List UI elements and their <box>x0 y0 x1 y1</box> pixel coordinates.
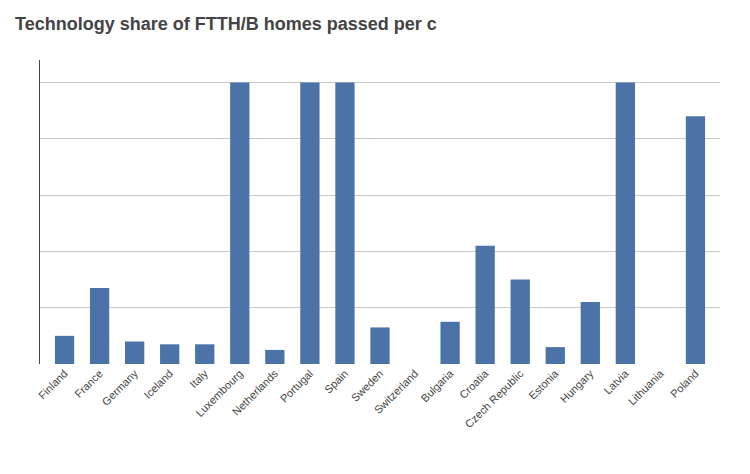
svg-text:Technology share of FTTH/B hom: Technology share of FTTH/B homes passed … <box>15 14 437 34</box>
svg-text:Netherlands: Netherlands <box>230 367 281 418</box>
svg-text:Sweden: Sweden <box>349 367 386 404</box>
svg-text:France: France <box>72 367 105 400</box>
svg-text:Spain: Spain <box>322 367 350 395</box>
svg-text:Croatia: Croatia <box>457 367 491 401</box>
svg-text:Portugal: Portugal <box>278 367 315 404</box>
svg-text:Czech Republic: Czech Republic <box>463 367 526 430</box>
svg-text:Latvia: Latvia <box>601 367 631 397</box>
svg-text:Finland: Finland <box>36 367 70 401</box>
svg-text:Germany: Germany <box>99 367 140 408</box>
svg-text:Lithuania: Lithuania <box>626 367 667 408</box>
svg-text:Luxembourg: Luxembourg <box>193 367 245 419</box>
svg-text:Estonia: Estonia <box>526 367 561 402</box>
svg-text:Poland: Poland <box>668 367 701 400</box>
svg-text:Italy: Italy <box>187 367 210 390</box>
svg-text:Hungary: Hungary <box>558 367 596 405</box>
svg-text:Switzerland: Switzerland <box>372 367 421 416</box>
svg-text:Bulgaria: Bulgaria <box>418 367 456 405</box>
svg-text:Iceland: Iceland <box>141 367 175 401</box>
